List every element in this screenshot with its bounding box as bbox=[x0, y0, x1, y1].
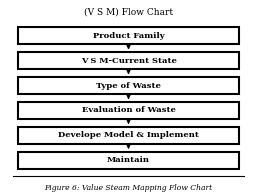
Bar bbox=[18, 127, 239, 144]
Text: Product Family: Product Family bbox=[93, 32, 164, 40]
Text: Develope Model & Implement: Develope Model & Implement bbox=[58, 131, 199, 139]
Bar bbox=[18, 102, 239, 119]
Text: Evaluation of Waste: Evaluation of Waste bbox=[81, 106, 176, 114]
Text: Figure 6: Value Steam Mapping Flow Chart: Figure 6: Value Steam Mapping Flow Chart bbox=[44, 184, 213, 192]
Bar bbox=[18, 152, 239, 169]
Bar bbox=[18, 52, 239, 69]
Bar bbox=[18, 27, 239, 44]
Text: Type of Waste: Type of Waste bbox=[96, 82, 161, 90]
Text: Maintain: Maintain bbox=[107, 156, 150, 164]
Bar bbox=[18, 77, 239, 94]
Text: (V S M) Flow Chart: (V S M) Flow Chart bbox=[84, 7, 173, 16]
Text: V S M-Current State: V S M-Current State bbox=[80, 57, 177, 65]
